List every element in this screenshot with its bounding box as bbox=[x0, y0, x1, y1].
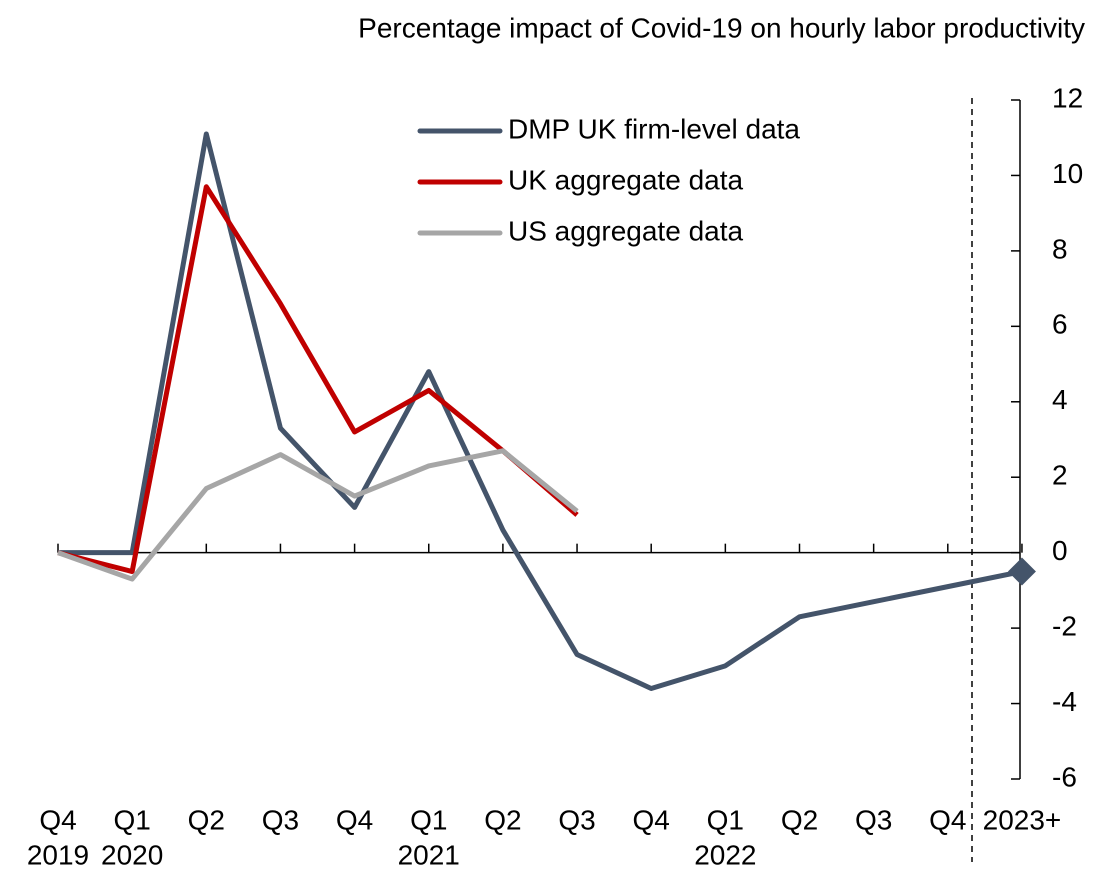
x-year-label: 2022 bbox=[694, 839, 756, 870]
x-tick-label: Q1 bbox=[410, 804, 447, 835]
x-tick-label: Q2 bbox=[188, 804, 225, 835]
x-tick-label: Q1 bbox=[113, 804, 150, 835]
y-tick-label: -2 bbox=[1052, 611, 1077, 642]
series-line bbox=[58, 131, 1023, 691]
y-tick-label: 12 bbox=[1052, 82, 1083, 113]
x-tick-label: Q1 bbox=[707, 804, 744, 835]
y-tick-label: 4 bbox=[1052, 384, 1068, 415]
y-tick-label: 6 bbox=[1052, 309, 1068, 340]
x-tick-label: Q3 bbox=[855, 804, 892, 835]
chart-title: Percentage impact of Covid-19 on hourly … bbox=[358, 12, 1085, 43]
y-tick-label: 8 bbox=[1052, 233, 1068, 264]
x-tick-label: Q3 bbox=[262, 804, 299, 835]
y-tick-label: -4 bbox=[1052, 686, 1077, 717]
x-tick-label: 2023+ bbox=[983, 804, 1062, 835]
y-tick-label: 0 bbox=[1052, 535, 1068, 566]
x-tick-label: Q2 bbox=[484, 804, 521, 835]
x-tick-label: Q4 bbox=[929, 804, 966, 835]
x-tick-label: Q2 bbox=[781, 804, 818, 835]
series-line bbox=[57, 184, 579, 575]
y-tick-label: 2 bbox=[1052, 460, 1068, 491]
x-tick-label: Q3 bbox=[558, 804, 595, 835]
legend-label: DMP UK firm-level data bbox=[508, 113, 800, 144]
y-tick-label: 10 bbox=[1052, 158, 1083, 189]
x-year-label: 2019 bbox=[27, 839, 89, 870]
y-tick-label: -6 bbox=[1052, 761, 1077, 792]
legend-label: UK aggregate data bbox=[508, 164, 743, 195]
x-year-label: 2020 bbox=[101, 839, 163, 870]
legend-label: US aggregate data bbox=[508, 215, 743, 246]
x-tick-label: Q4 bbox=[39, 804, 76, 835]
x-tick-label: Q4 bbox=[336, 804, 373, 835]
x-tick-label: Q4 bbox=[633, 804, 670, 835]
x-year-label: 2021 bbox=[398, 839, 460, 870]
end-marker bbox=[1007, 557, 1036, 586]
series-line bbox=[57, 448, 579, 582]
